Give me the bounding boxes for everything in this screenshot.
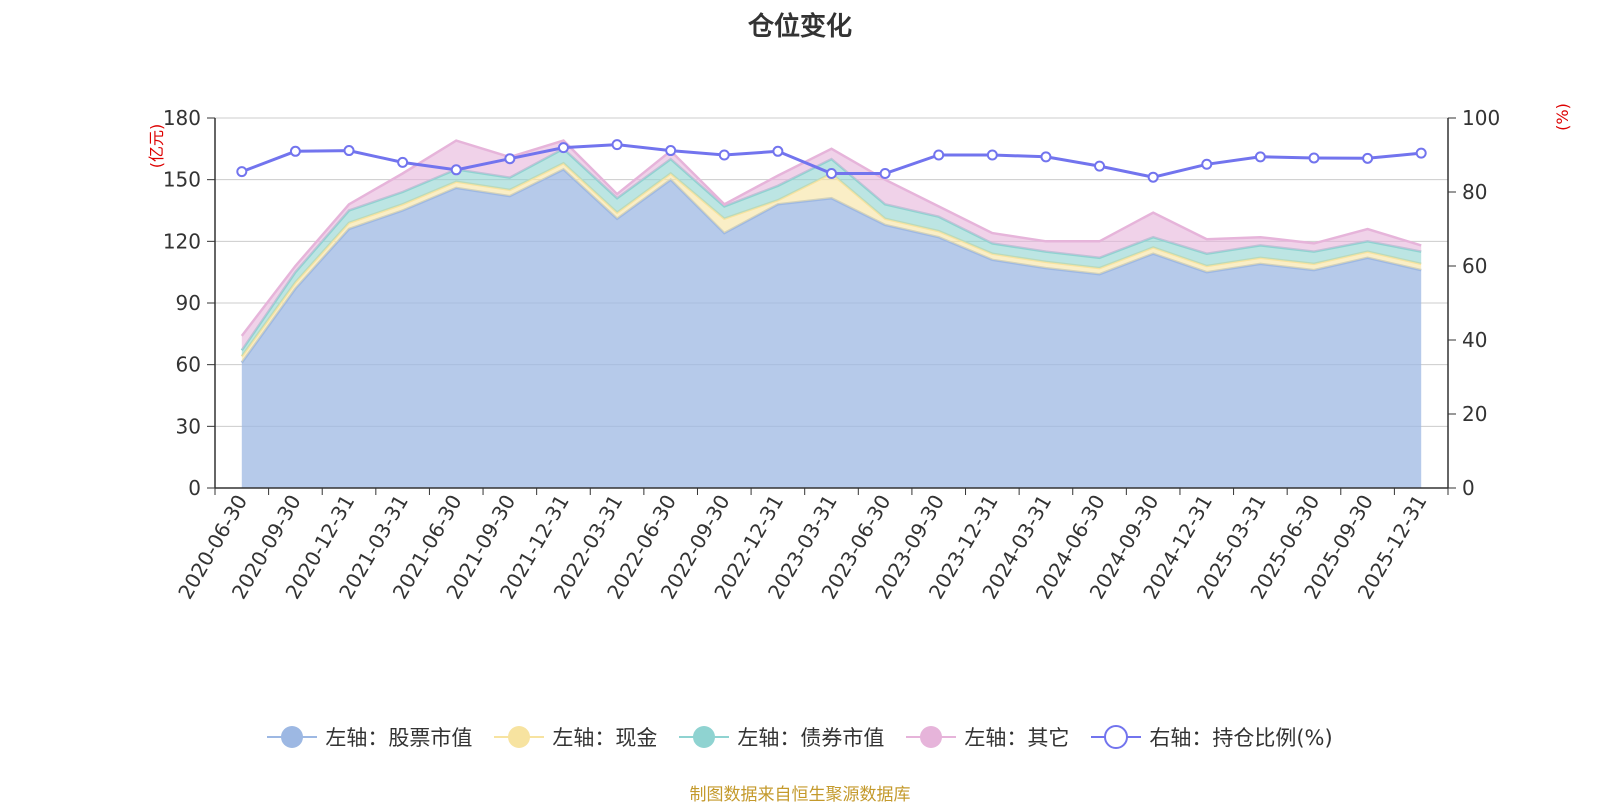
circle-line-icon — [679, 726, 730, 748]
area-layers — [240, 139, 1422, 488]
ratio-point[interactable] — [1308, 152, 1320, 164]
legend-item-other[interactable]: 左轴：其它 — [906, 722, 1069, 752]
ratio-point[interactable] — [1415, 147, 1427, 159]
circle-line-icon — [906, 726, 957, 748]
ratio-point[interactable] — [343, 145, 355, 157]
ratio-point[interactable] — [933, 149, 945, 161]
right-tick-label: 80 — [1462, 180, 1487, 204]
left-tick-label: 0 — [188, 476, 201, 500]
ratio-point[interactable] — [1147, 171, 1159, 183]
right-tick-label: 40 — [1462, 328, 1487, 352]
left-tick-label: 90 — [176, 291, 201, 315]
chart-title: 仓位变化 — [747, 12, 852, 42]
ratio-point[interactable] — [986, 149, 998, 161]
legend-label-other: 左轴：其它 — [964, 726, 1070, 750]
source-note: 制图数据来自恒生聚源数据库 — [689, 785, 911, 805]
left-axis-unit: (亿元) — [147, 124, 166, 169]
left-tick-label: 30 — [176, 414, 201, 438]
left-tick-label: 150 — [163, 168, 201, 192]
legend-label-ratio: 右轴：持仓比例(%) — [1149, 726, 1333, 750]
legend-label-bond: 左轴：债券市值 — [737, 726, 885, 750]
ratio-point[interactable] — [665, 145, 677, 157]
area-bond — [241, 148, 1422, 357]
ratio-point[interactable] — [1040, 151, 1052, 163]
left-tick-label: 120 — [163, 229, 201, 253]
ratio-point[interactable] — [718, 149, 730, 161]
area-stock — [241, 169, 1422, 488]
legend-item-ratio[interactable]: 右轴：持仓比例(%) — [1091, 722, 1333, 752]
area-other-edge — [240, 139, 1422, 337]
area-other — [241, 140, 1422, 351]
area-cash — [241, 163, 1422, 363]
right-tick-label: 20 — [1462, 402, 1487, 426]
ratio-point[interactable] — [611, 139, 623, 151]
ratio-point[interactable] — [879, 168, 891, 179]
legend: 左轴：股票市值 左轴：现金 左轴：债券市值 左轴：其它 右轴：持仓比例(%) — [0, 722, 1600, 752]
ratio-line-layer — [236, 139, 1427, 183]
ratio-point[interactable] — [1094, 160, 1106, 172]
ratio-point[interactable] — [1254, 151, 1266, 163]
circle-line-icon — [267, 726, 318, 748]
ratio-point[interactable] — [1362, 152, 1374, 164]
ratio-point[interactable] — [236, 166, 248, 178]
ratio-point[interactable] — [557, 142, 569, 154]
left-tick-label: 60 — [176, 353, 201, 377]
legend-item-bond[interactable]: 左轴：债券市值 — [679, 722, 884, 752]
ratio-point[interactable] — [772, 145, 784, 157]
ratio-point[interactable] — [289, 145, 301, 157]
right-tick-label: 100 — [1462, 106, 1500, 130]
legend-label-cash: 左轴：现金 — [552, 726, 658, 750]
legend-item-cash[interactable]: 左轴：现金 — [494, 722, 657, 752]
circle-line-icon — [494, 726, 545, 748]
ratio-point[interactable] — [1201, 158, 1213, 170]
legend-item-stock[interactable]: 左轴：股票市值 — [267, 722, 472, 752]
hollow-circle-line-icon — [1091, 725, 1142, 749]
right-tick-label: 0 — [1462, 476, 1475, 500]
left-tick-label: 180 — [163, 106, 201, 130]
ratio-point[interactable] — [397, 156, 409, 168]
ratio-point[interactable] — [826, 168, 837, 179]
ratio-point[interactable] — [504, 153, 516, 165]
right-tick-label: 60 — [1462, 254, 1487, 278]
right-axis-unit: (%) — [1553, 103, 1572, 131]
ratio-point[interactable] — [450, 164, 462, 176]
legend-label-stock: 左轴：股票市值 — [325, 726, 473, 750]
